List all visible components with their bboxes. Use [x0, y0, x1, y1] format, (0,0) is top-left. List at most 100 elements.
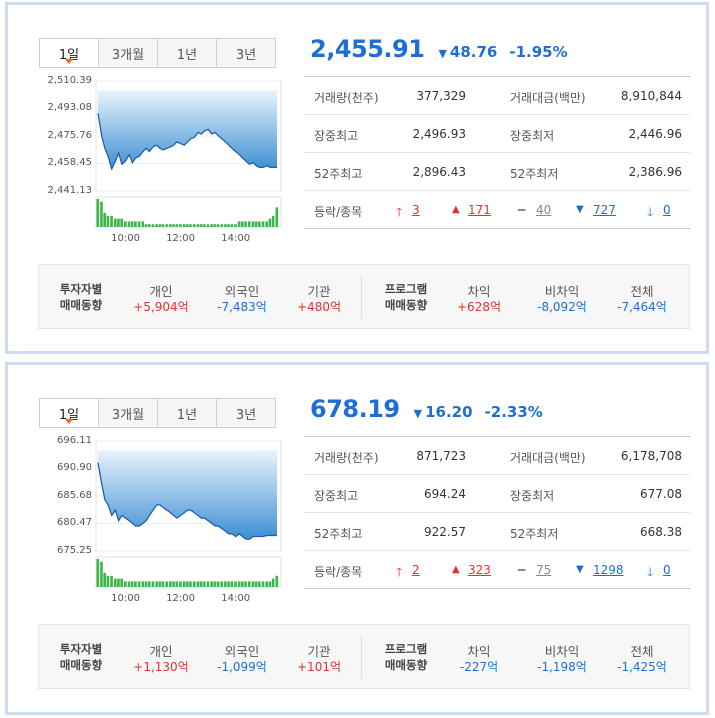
price-area: [98, 450, 277, 540]
tab-1d[interactable]: 1일: [39, 398, 99, 428]
volume-label: 거래량(천주): [314, 91, 379, 105]
down-count-link[interactable]: 727: [593, 203, 616, 217]
down-count-link[interactable]: 1298: [593, 563, 624, 577]
active-caret-icon: [65, 419, 73, 424]
volume-bar: [147, 224, 151, 227]
tab-3y[interactable]: 3년: [216, 398, 276, 428]
steady-count-link[interactable]: 75: [536, 563, 552, 577]
volume-bar: [137, 581, 141, 587]
volume-bar: [254, 581, 258, 587]
volume-bar: [234, 224, 237, 227]
volume-bar: [134, 581, 137, 587]
tab-1d[interactable]: 1일: [39, 38, 99, 68]
change-value: 48.76: [449, 43, 498, 61]
volume-bar: [100, 561, 103, 587]
volume-bar: [210, 581, 213, 587]
x-tick-label: 14:00: [221, 233, 251, 244]
lower-limit-count-link[interactable]: 0: [663, 203, 671, 217]
volume-bar: [196, 581, 200, 587]
volume-bar: [147, 581, 151, 587]
volume-bar: [186, 224, 189, 227]
volume-bar: [213, 224, 217, 227]
volume-bar: [189, 581, 192, 587]
active-caret-icon: [65, 59, 73, 64]
divider: [361, 275, 362, 319]
volume-bar: [265, 581, 269, 587]
lower-limit-count-link[interactable]: 0: [663, 563, 671, 577]
volume-bar: [100, 201, 103, 227]
stats-row-volume: 거래량(천주) 871,723 거래대금(백만) 6,178,708: [304, 437, 690, 475]
volume-bar: [258, 221, 261, 227]
change-value: 16.20: [425, 403, 473, 421]
volume-bar: [103, 573, 106, 587]
x-tick-label: 10:00: [111, 233, 140, 244]
volume-bar: [137, 221, 141, 227]
volume-bar: [179, 224, 182, 227]
index-change: ▼ 16.20: [414, 403, 473, 421]
tab-3y[interactable]: 3년: [216, 38, 276, 68]
investor-trading-box: 투자자별 매매동향 개인 +1,130억 외국인 -1,099억 기관 +101억 프로…: [38, 624, 690, 689]
volume-bar: [161, 224, 165, 227]
y-tick-label: 2,493.08: [47, 102, 92, 114]
amount-value: 8,910,844: [620, 89, 682, 103]
volume-bar: [202, 581, 206, 587]
price-line: [97, 462, 277, 540]
volume-bar: [202, 224, 206, 227]
program-title: 프로그램 매매동향: [384, 282, 428, 312]
volume-bar: [169, 224, 172, 227]
program-arbitrage: 차익 +628억: [457, 284, 501, 314]
tab-3m[interactable]: 3개월: [98, 38, 158, 68]
volume-bar: [96, 199, 100, 227]
upper-limit-arrow-icon: 🡑: [396, 205, 403, 219]
stats-row-volume: 거래량(천주) 377,329 거래대금(백만) 8,910,844: [304, 77, 690, 115]
volume-bar: [172, 224, 175, 227]
volume-bar: [216, 581, 220, 587]
volume-bar: [224, 581, 227, 587]
up-count-link[interactable]: 171: [468, 203, 491, 217]
price-area: [98, 90, 277, 169]
down-triangle-icon: ▼: [413, 407, 423, 420]
x-tick-label: 12:00: [166, 233, 196, 244]
tab-1y[interactable]: 1년: [157, 398, 217, 428]
stats-row-day-range: 장중최고 694.24 장중최저 677.08: [304, 475, 690, 513]
volume-bar: [117, 578, 120, 587]
up-count-link[interactable]: 323: [468, 563, 491, 577]
volume-bar: [144, 581, 148, 587]
breadth-label: 등락/종목: [314, 565, 363, 579]
tab-1y[interactable]: 1년: [157, 38, 217, 68]
volume-bar: [241, 581, 244, 587]
volume-bar: [165, 581, 168, 587]
amount-label: 거래대금(백만): [510, 91, 586, 105]
upper-limit-count-link[interactable]: 2: [412, 563, 420, 577]
volume-bar: [113, 218, 117, 227]
upper-limit-count-link[interactable]: 3: [412, 203, 420, 217]
stats-row-breadth: 등락/종목 🡑 2 ▲ 323 ━ 75 ▼ 1298 🡓 0: [304, 551, 690, 589]
stats-row-day-range: 장중최고 2,496.93 장중최저 2,446.96: [304, 115, 690, 153]
program-non-arbitrage: 비차익 -1,198억: [537, 644, 587, 674]
steady-count-link[interactable]: 40: [536, 203, 552, 217]
y-tick-label: 2,475.76: [47, 130, 92, 141]
investor-trading-box: 투자자별 매매동향 개인 +5,904억 외국인 -7,483억 기관 +480억 프로…: [38, 264, 690, 329]
tab-3m[interactable]: 3개월: [98, 398, 158, 428]
volume-bar: [251, 581, 255, 587]
volume-bar: [199, 224, 203, 227]
chart-svg: [95, 440, 282, 588]
lower-limit-arrow-icon: 🡓: [647, 205, 654, 219]
index-change: ▼ 48.76: [438, 43, 497, 61]
day-low-label: 장중최저: [510, 129, 555, 143]
volume-bar: [182, 224, 186, 227]
period-tabs: 1일 3개월 1년 3년: [39, 398, 276, 428]
volume-bar: [175, 224, 179, 227]
volume-bar: [161, 581, 165, 587]
investor-foreign: 외국인 -1,099억: [217, 644, 267, 674]
volume-bar: [258, 581, 261, 587]
day-high-label: 장중최고: [314, 489, 359, 503]
upper-limit-arrow-icon: 🡑: [396, 565, 403, 579]
index-price: 678.19: [310, 395, 400, 423]
volume-bar: [134, 221, 137, 227]
volume-bar: [141, 581, 145, 587]
x-tick-label: 10:00: [111, 593, 140, 604]
lower-limit-arrow-icon: 🡓: [647, 565, 654, 579]
up-triangle-icon: ▲: [452, 204, 460, 215]
volume-bar: [275, 207, 279, 227]
